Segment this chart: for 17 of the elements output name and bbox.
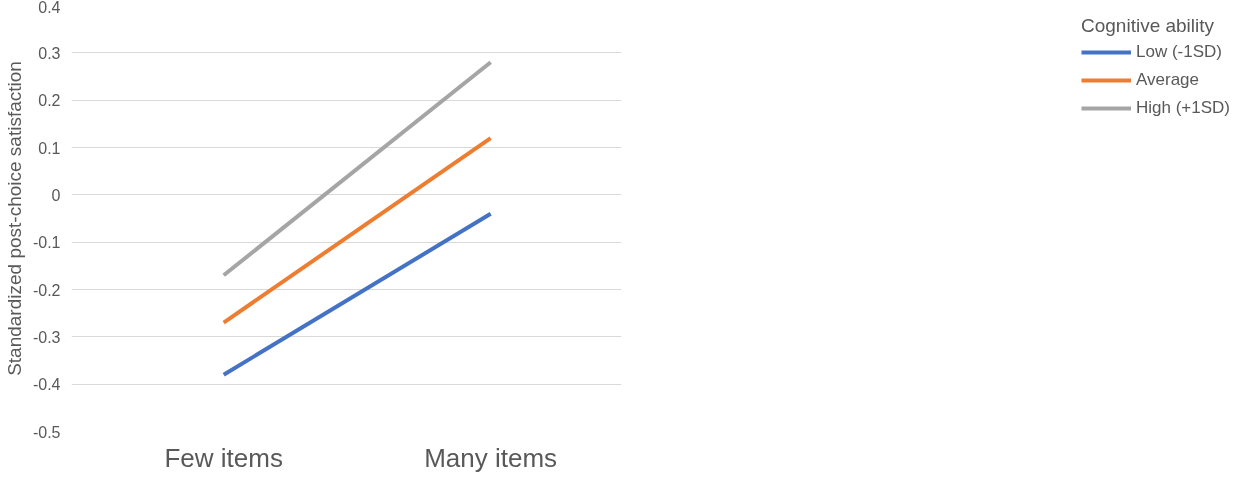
legend-label: Average	[1135, 70, 1199, 90]
x-tick-label: Few items	[164, 442, 283, 473]
y-tick-label: 0.1	[38, 139, 61, 157]
legend-label: Low (-1SD)	[1135, 42, 1222, 62]
y-tick-label: 0.4	[38, 0, 61, 16]
legend-label: High (+1SD)	[1135, 98, 1230, 118]
y-tick-label: 0.2	[38, 92, 61, 110]
y-tick-label: -0.1	[32, 234, 61, 252]
y-tick-label: -0.5	[32, 423, 61, 441]
y-tick-label: -0.3	[32, 328, 61, 346]
y-tick-label: 0	[51, 186, 61, 204]
y-tick-label: -0.4	[32, 376, 61, 394]
y-axis-title: Standardized post-choice satisfaction	[3, 61, 25, 376]
y-tick-label: -0.2	[32, 281, 61, 299]
x-tick-label: Many items	[424, 442, 558, 473]
y-tick-label: 0.3	[38, 44, 61, 62]
legend-title: Cognitive ability	[1080, 15, 1216, 37]
